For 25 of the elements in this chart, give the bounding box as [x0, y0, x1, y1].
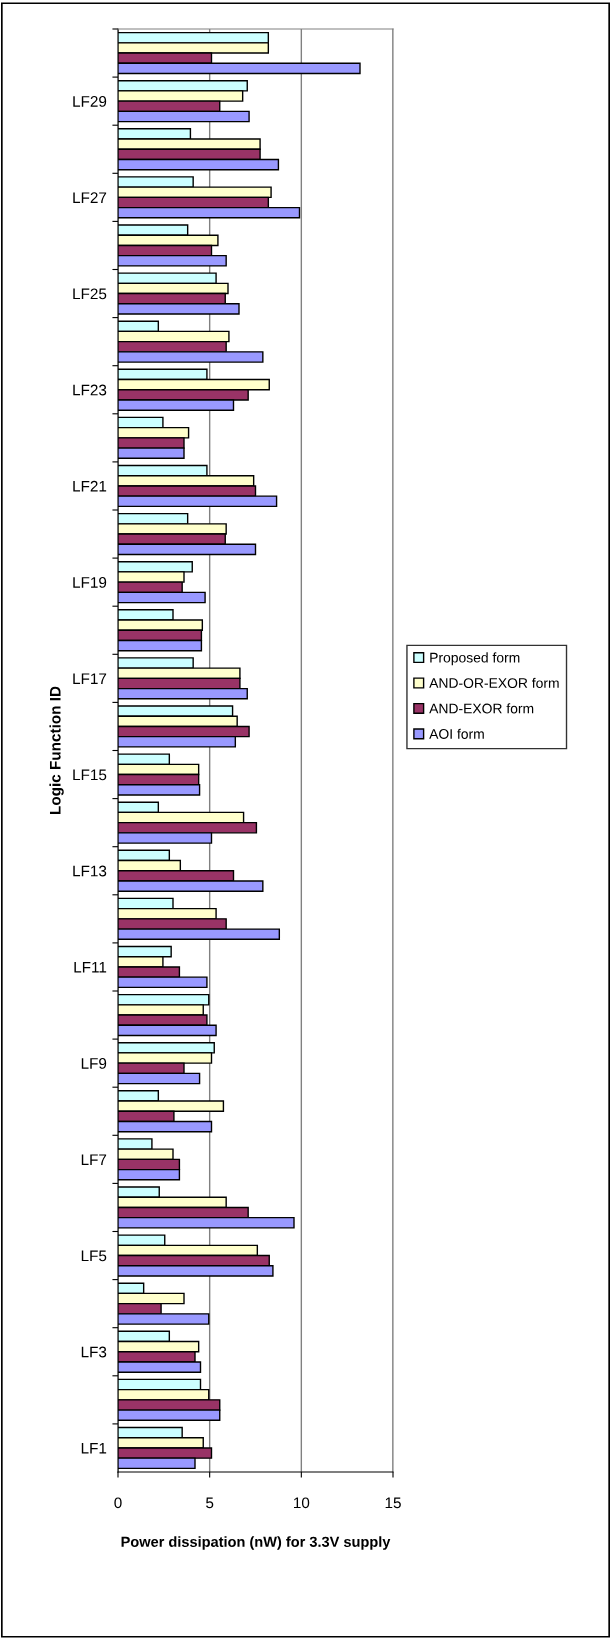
y-tick-label: LF23 — [73, 384, 107, 396]
x-axis-title: Power dissipation (nW) for 3.3V supply — [121, 1536, 391, 1550]
y-tick-label: LF15 — [73, 769, 107, 781]
y-tick-label: LF17 — [73, 673, 107, 684]
y-tick-label: LF21 — [73, 480, 107, 492]
legend-label: AOI form — [429, 728, 484, 739]
legend-label: AND-OR-EXOR form — [429, 677, 559, 688]
legend-label: AND-EXOR form — [429, 703, 534, 714]
y-tick-label: LF27 — [73, 192, 107, 203]
x-tick-label: 0 — [114, 1497, 122, 1509]
x-tick-label: 15 — [385, 1497, 401, 1509]
x-tick-label: 5 — [206, 1497, 214, 1509]
y-tick-label: LF9 — [81, 1058, 107, 1069]
legend-label: Proposed form — [430, 652, 520, 666]
y-tick-label: LF7 — [81, 1154, 107, 1165]
y-tick-label: LF3 — [81, 1346, 107, 1358]
x-tick-label: 10 — [294, 1497, 310, 1509]
y-tick-label: LF1 — [81, 1442, 107, 1454]
y-tick-label: LF29 — [73, 96, 107, 107]
y-tick-label: LF11 — [74, 961, 107, 973]
y-tick-label: LF5 — [81, 1250, 107, 1262]
y-tick-label: LF13 — [73, 865, 107, 877]
y-tick-label: LF25 — [73, 288, 107, 300]
y-tick-label: LF19 — [73, 577, 107, 588]
y-axis-title: Logic Function ID — [49, 686, 64, 814]
